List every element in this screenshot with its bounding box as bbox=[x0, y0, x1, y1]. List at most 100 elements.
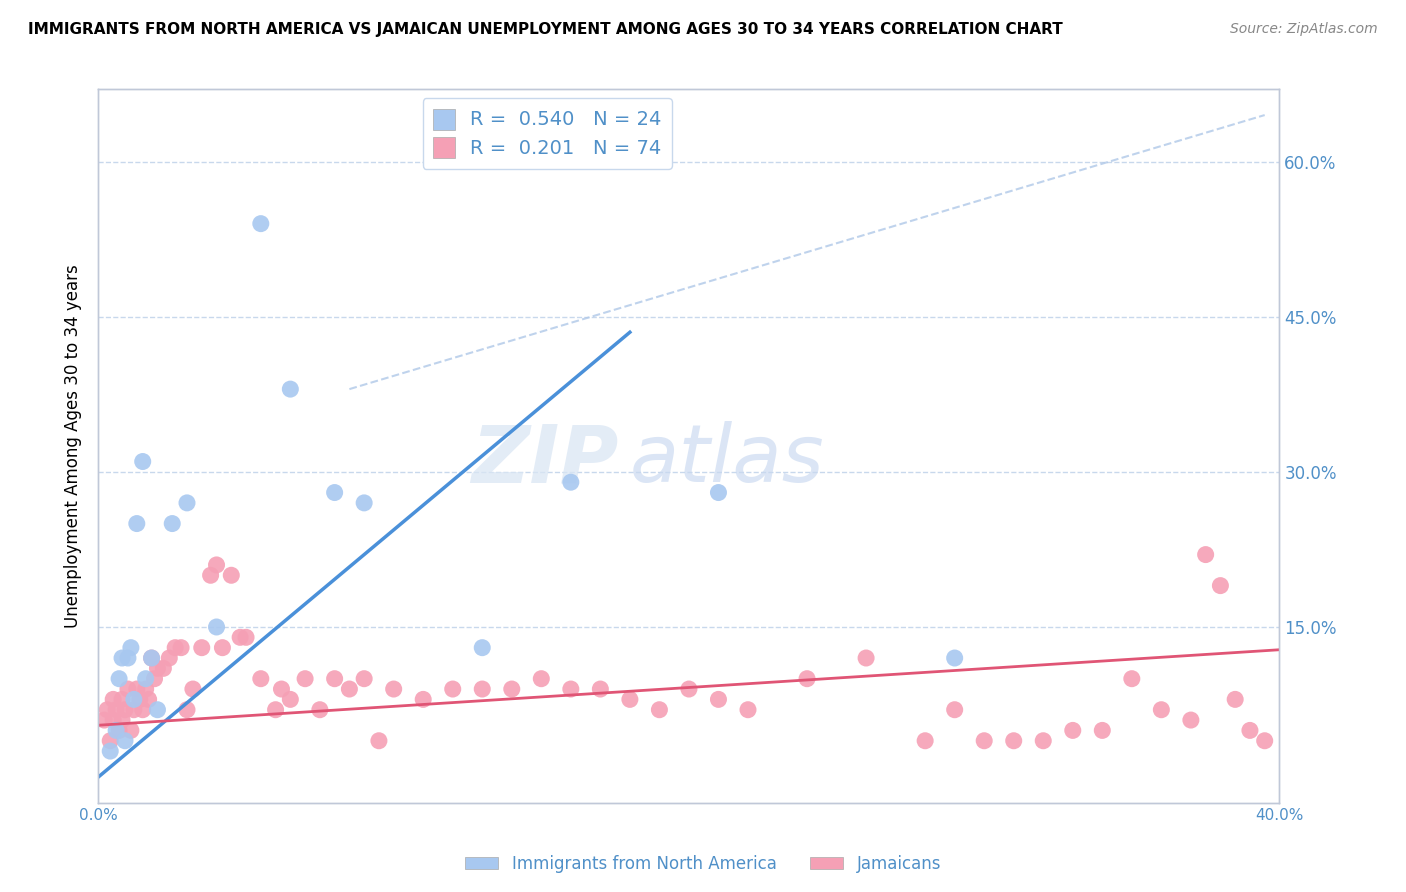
Point bbox=[141, 651, 163, 665]
Point bbox=[132, 703, 155, 717]
Point bbox=[678, 681, 700, 696]
Point bbox=[1223, 692, 1246, 706]
Point bbox=[973, 733, 995, 747]
Point bbox=[1254, 733, 1277, 747]
Point bbox=[200, 568, 222, 582]
Point bbox=[250, 672, 273, 686]
Point bbox=[309, 703, 332, 717]
Point bbox=[560, 475, 582, 490]
Point bbox=[471, 681, 494, 696]
Point bbox=[368, 733, 391, 747]
Point bbox=[560, 681, 582, 696]
Point bbox=[339, 681, 360, 696]
Point bbox=[103, 692, 125, 706]
Text: ZIP: ZIP bbox=[471, 421, 619, 500]
Point bbox=[270, 681, 292, 696]
Point bbox=[205, 620, 228, 634]
Text: atlas: atlas bbox=[630, 421, 825, 500]
Point bbox=[278, 692, 302, 706]
Point bbox=[619, 692, 641, 706]
Point bbox=[1062, 723, 1084, 738]
Point bbox=[157, 651, 180, 665]
Point bbox=[98, 744, 121, 758]
Point bbox=[855, 651, 877, 665]
Point bbox=[589, 681, 612, 696]
Point bbox=[219, 568, 242, 582]
Point bbox=[1209, 579, 1232, 593]
Point bbox=[165, 640, 187, 655]
Point bbox=[353, 496, 375, 510]
Point bbox=[1091, 723, 1114, 738]
Point bbox=[96, 703, 118, 717]
Point bbox=[648, 703, 671, 717]
Point bbox=[125, 516, 148, 531]
Point bbox=[1180, 713, 1202, 727]
Point bbox=[117, 651, 139, 665]
Point bbox=[103, 713, 125, 727]
Point bbox=[501, 681, 523, 696]
Point bbox=[278, 382, 302, 396]
Y-axis label: Unemployment Among Ages 30 to 34 years: Unemployment Among Ages 30 to 34 years bbox=[65, 264, 83, 628]
Point bbox=[105, 723, 128, 738]
Point bbox=[914, 733, 936, 747]
Point bbox=[796, 672, 818, 686]
Point bbox=[235, 630, 257, 644]
Point bbox=[114, 703, 136, 717]
Text: IMMIGRANTS FROM NORTH AMERICA VS JAMAICAN UNEMPLOYMENT AMONG AGES 30 TO 34 YEARS: IMMIGRANTS FROM NORTH AMERICA VS JAMAICA… bbox=[28, 22, 1063, 37]
Point bbox=[135, 672, 157, 686]
Point bbox=[1121, 672, 1143, 686]
Point bbox=[323, 485, 346, 500]
Point bbox=[211, 640, 233, 655]
Point bbox=[128, 692, 150, 706]
Point bbox=[114, 733, 136, 747]
Point bbox=[98, 733, 121, 747]
Point bbox=[707, 692, 730, 706]
Point bbox=[125, 681, 148, 696]
Point bbox=[120, 640, 142, 655]
Point bbox=[530, 672, 553, 686]
Point bbox=[264, 703, 287, 717]
Point bbox=[132, 454, 155, 468]
Point bbox=[122, 692, 145, 706]
Point bbox=[111, 651, 134, 665]
Point bbox=[205, 558, 228, 572]
Point bbox=[108, 672, 131, 686]
Point bbox=[353, 672, 375, 686]
Point bbox=[117, 681, 139, 696]
Point bbox=[412, 692, 434, 706]
Point bbox=[471, 640, 494, 655]
Point bbox=[441, 681, 464, 696]
Legend: Immigrants from North America, Jamaicans: Immigrants from North America, Jamaicans bbox=[458, 848, 948, 880]
Point bbox=[143, 672, 166, 686]
Point bbox=[250, 217, 273, 231]
Point bbox=[181, 681, 204, 696]
Point bbox=[943, 703, 966, 717]
Point bbox=[93, 713, 115, 727]
Point bbox=[146, 703, 169, 717]
Point bbox=[176, 496, 198, 510]
Point bbox=[152, 661, 174, 675]
Point bbox=[170, 640, 193, 655]
Point bbox=[1195, 548, 1218, 562]
Point bbox=[1002, 733, 1025, 747]
Point bbox=[162, 516, 183, 531]
Point bbox=[146, 661, 169, 675]
Point bbox=[176, 703, 198, 717]
Point bbox=[382, 681, 405, 696]
Point bbox=[737, 703, 759, 717]
Point bbox=[294, 672, 316, 686]
Point bbox=[943, 651, 966, 665]
Point bbox=[135, 681, 157, 696]
Point bbox=[141, 651, 163, 665]
Legend: R =  0.540   N = 24, R =  0.201   N = 74: R = 0.540 N = 24, R = 0.201 N = 74 bbox=[423, 98, 672, 169]
Point bbox=[138, 692, 160, 706]
Point bbox=[191, 640, 214, 655]
Point bbox=[323, 672, 346, 686]
Text: Source: ZipAtlas.com: Source: ZipAtlas.com bbox=[1230, 22, 1378, 37]
Point bbox=[707, 485, 730, 500]
Point bbox=[105, 703, 128, 717]
Point bbox=[111, 713, 134, 727]
Point bbox=[108, 723, 131, 738]
Point bbox=[1150, 703, 1173, 717]
Point bbox=[1239, 723, 1261, 738]
